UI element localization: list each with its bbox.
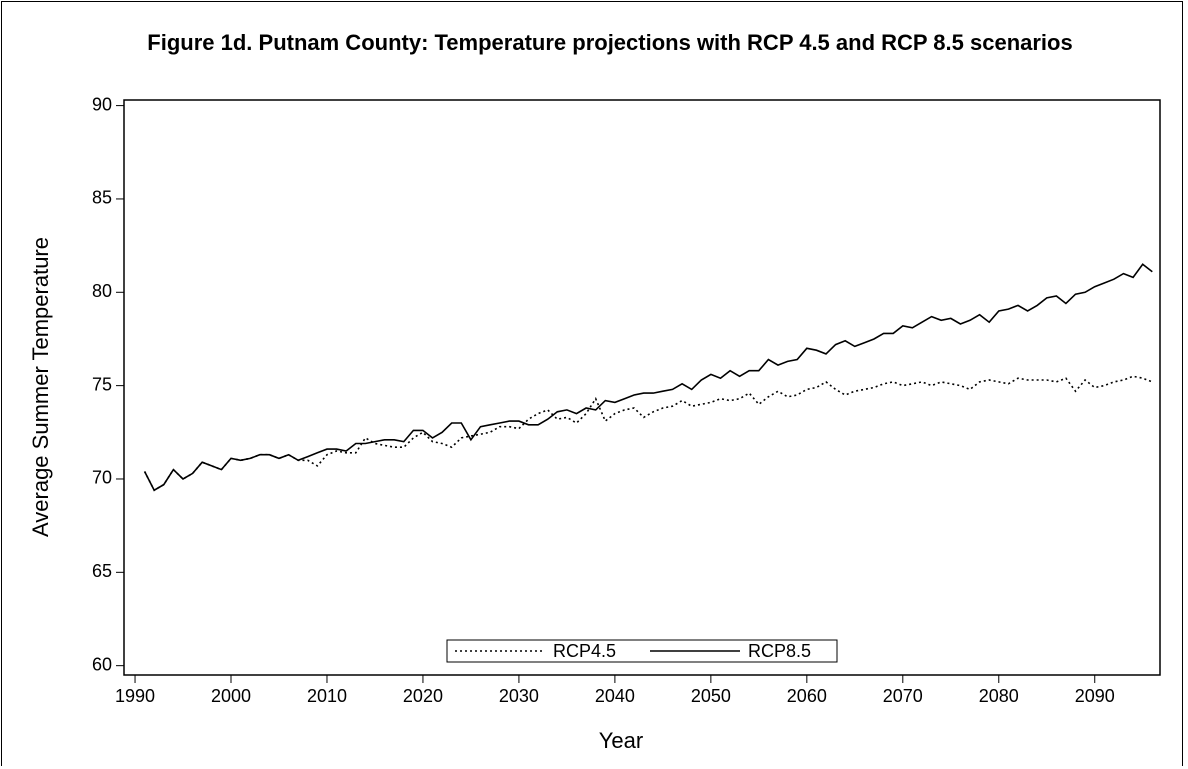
x-tick-label: 2040	[595, 686, 635, 706]
x-tick-label: 1990	[115, 686, 155, 706]
y-tick-label: 80	[92, 281, 112, 301]
chart-title: Figure 1d. Putnam County: Temperature pr…	[147, 30, 1073, 55]
x-tick-label: 2090	[1075, 686, 1115, 706]
y-tick-label: 85	[92, 188, 112, 208]
legend-label: RCP8.5	[748, 641, 811, 661]
x-tick-label: 2050	[691, 686, 731, 706]
y-tick-label: 75	[92, 374, 112, 394]
series-line	[143, 375, 1153, 492]
x-tick-label: 2010	[307, 686, 347, 706]
legend-box	[446, 639, 838, 663]
series-line	[143, 263, 1153, 492]
x-tick-label: 2060	[787, 686, 827, 706]
x-tick-label: 2070	[883, 686, 923, 706]
legend-label: RCP4.5	[553, 641, 616, 661]
x-tick-label: 2030	[499, 686, 539, 706]
y-tick-label: 70	[92, 468, 112, 488]
y-axis-label: Average Summer Temperature	[28, 237, 53, 537]
y-tick-label: 65	[92, 561, 112, 581]
legend: RCP4.5 RCP8.5	[446, 639, 838, 663]
plot-frame	[123, 99, 1161, 676]
x-tick-label: 2000	[211, 686, 251, 706]
y-tick-label: 90	[92, 94, 112, 114]
x-tick-label: 2080	[979, 686, 1019, 706]
x-axis-label: Year	[599, 728, 643, 753]
x-tick-label: 2020	[403, 686, 443, 706]
y-tick-label: 60	[92, 654, 112, 674]
